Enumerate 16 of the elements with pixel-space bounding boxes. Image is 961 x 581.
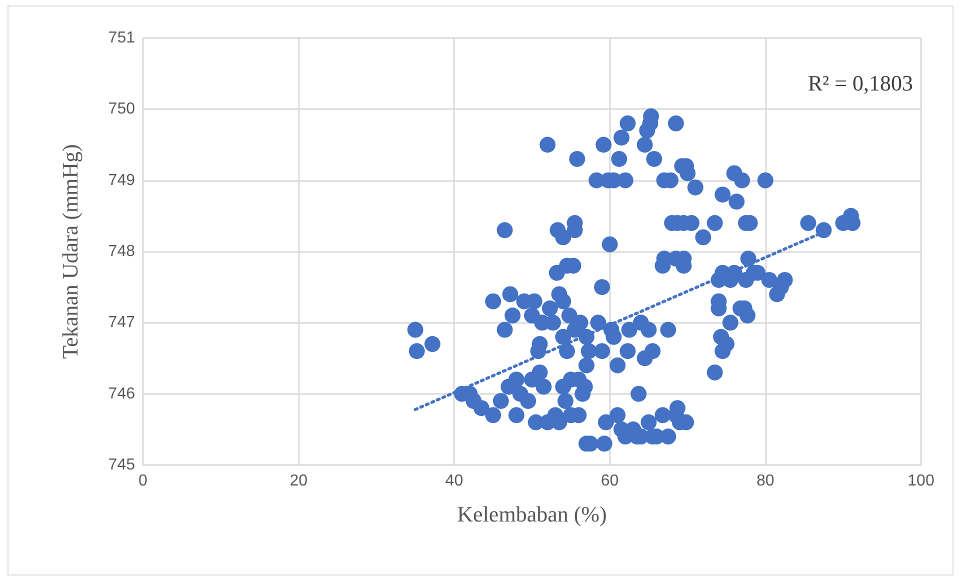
y-axis-title: Tekanan Udara (mmHg) bbox=[58, 144, 82, 359]
x-axis-title: Kelembaban (%) bbox=[457, 502, 607, 526]
y-tick-label: 747 bbox=[108, 314, 136, 332]
x-tick-label: 40 bbox=[445, 472, 464, 490]
y-tick-label: 750 bbox=[108, 100, 136, 118]
y-tick-label: 746 bbox=[108, 385, 136, 402]
x-tick-label: 20 bbox=[290, 472, 308, 490]
y-tick-label: 745 bbox=[108, 456, 136, 474]
y-tick-label: 748 bbox=[108, 243, 136, 260]
x-tick-label: 60 bbox=[600, 472, 619, 490]
x-tick-label: 100 bbox=[908, 472, 934, 490]
x-tick-label: 80 bbox=[756, 472, 774, 490]
x-tick-label: 0 bbox=[138, 472, 148, 490]
y-tick-label: 749 bbox=[108, 172, 136, 189]
annotation: R² = 0,1803 bbox=[808, 70, 914, 96]
y-tick-label: 751 bbox=[108, 30, 136, 46]
